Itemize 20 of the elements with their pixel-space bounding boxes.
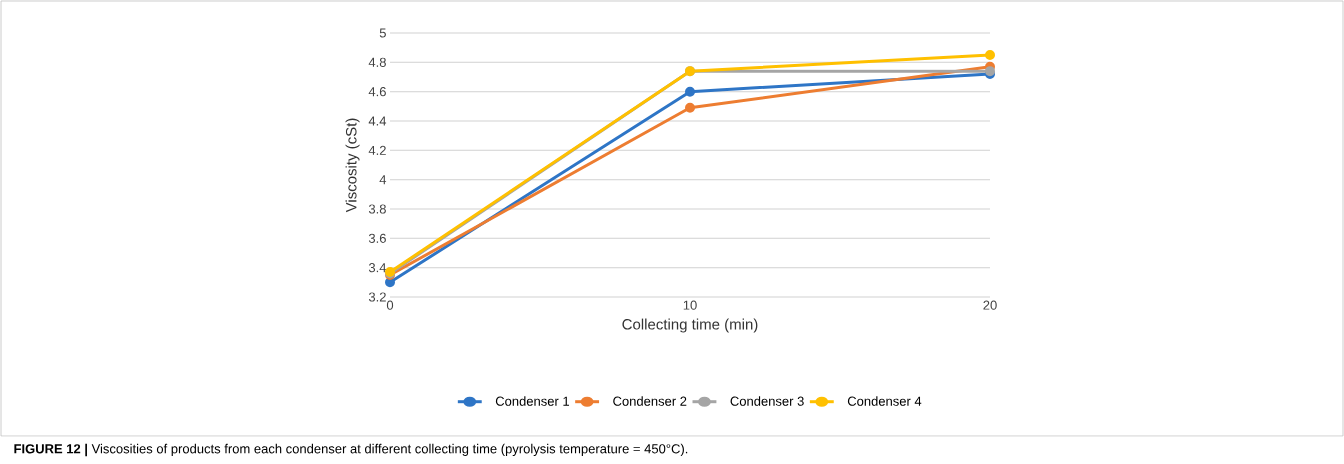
x-tick-label: 20 xyxy=(983,300,997,310)
y-tick-label: 3.2 xyxy=(368,292,386,302)
y-tick-label: 5 xyxy=(379,28,386,38)
legend-label: Condenser 1 xyxy=(495,396,570,406)
legend-label: Condenser 3 xyxy=(730,396,804,406)
text: FIGURE 12 | Viscosities of products from each condenser at different collecting time (pyrolysis temperature = 450°C). xyxy=(14,443,688,457)
y-axis-title: Viscosity (cSt) xyxy=(345,118,360,213)
y-tick-label: 3.8 xyxy=(368,204,386,214)
y-tick-label: 3.6 xyxy=(368,233,386,243)
y-tick-label: 4.4 xyxy=(368,116,387,126)
legend-label: Condenser 4 xyxy=(847,396,922,406)
y-tick-label: 4.8 xyxy=(368,57,386,67)
x-tick-label: 0 xyxy=(386,300,394,310)
y-tick-label: 4 xyxy=(379,175,387,185)
x-axis-title: Collecting time (min) xyxy=(622,318,758,333)
legend-label: Condenser 2 xyxy=(613,396,687,406)
y-tick-label: 3.4 xyxy=(368,263,387,273)
y-tick-label: 4.6 xyxy=(368,87,386,97)
x-tick-label: 10 xyxy=(683,300,697,310)
y-tick-label: 4.2 xyxy=(368,145,386,155)
